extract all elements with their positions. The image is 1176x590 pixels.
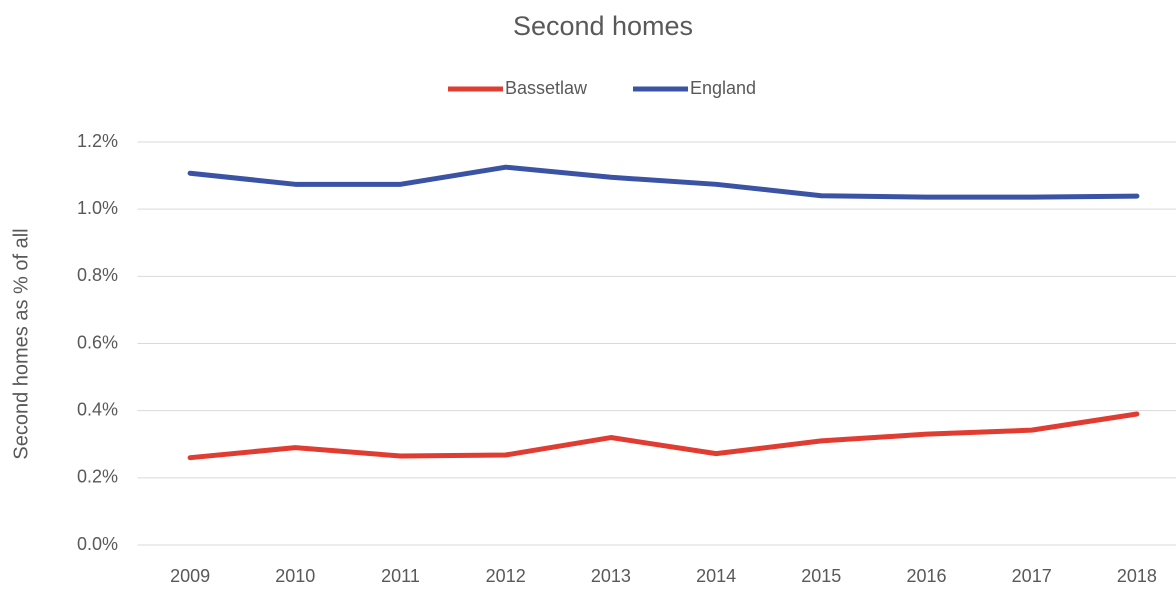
- y-tick-label: 1.0%: [77, 198, 118, 218]
- x-tick-label: 2013: [591, 566, 631, 586]
- x-tick-label: 2009: [170, 566, 210, 586]
- y-axis-label: Second homes as % of all: [10, 228, 32, 459]
- y-tick-label: 0.0%: [77, 534, 118, 554]
- line-series: [187, 411, 1140, 461]
- x-tick-label: 2018: [1117, 566, 1157, 586]
- x-tick-label: 2015: [801, 566, 841, 586]
- chart-title: Second homes: [513, 11, 693, 41]
- x-tick-label: 2016: [906, 566, 946, 586]
- x-tick-label: 2017: [1012, 566, 1052, 586]
- y-tick-label: 0.2%: [77, 467, 118, 487]
- y-tick-label: 0.6%: [77, 332, 118, 352]
- y-tick-label: 0.4%: [77, 399, 118, 419]
- y-tick-label: 1.2%: [77, 131, 118, 151]
- y-tick-label: 0.8%: [77, 265, 118, 285]
- legend-label: Bassetlaw: [505, 78, 588, 98]
- x-tick-label: 2011: [381, 566, 420, 586]
- legend-label: England: [690, 78, 756, 98]
- x-tick-label: 2010: [275, 566, 315, 586]
- x-tick-label: 2014: [696, 566, 736, 586]
- x-tick-label: 2012: [486, 566, 526, 586]
- line-series: [187, 164, 1140, 200]
